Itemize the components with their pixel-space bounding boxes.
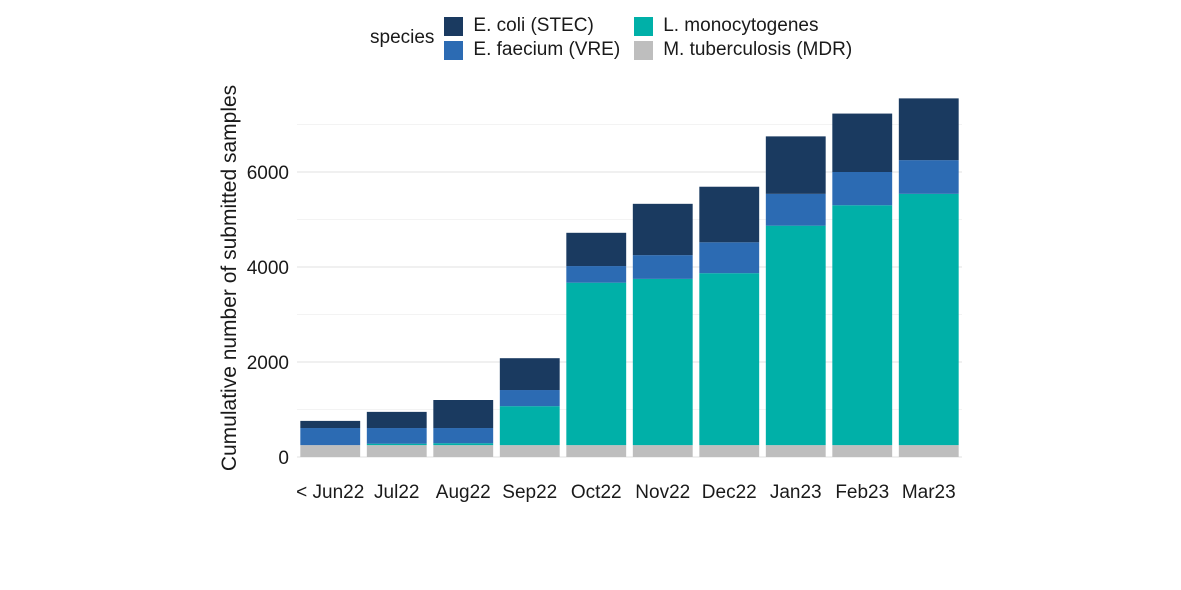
bar-segment-l-monocytogenes	[765, 225, 826, 446]
legend-swatch-mtb	[634, 40, 654, 60]
x-tick-label: Mar23	[902, 482, 956, 503]
x-tick-label: Feb23	[835, 482, 889, 503]
bar-segment-e-faecium-vre	[499, 390, 560, 407]
bar-segment-e-faecium-vre	[566, 266, 627, 283]
bar-segment-m-tuberculosis-mdr	[366, 445, 427, 457]
bar-segment-e-faecium-vre	[366, 428, 427, 444]
bars	[300, 98, 959, 457]
legend-item-efaecium: E. faecium (VRE)	[444, 38, 620, 62]
bar-segment-e-coli-stec	[366, 411, 427, 429]
bar-segment-m-tuberculosis-mdr	[632, 445, 693, 457]
y-tick-label: 4000	[247, 258, 289, 279]
x-tick-label: Oct22	[571, 482, 622, 503]
bar-segment-e-faecium-vre	[832, 172, 893, 206]
bar-segment-l-monocytogenes	[632, 278, 693, 446]
bar-segment-e-coli-stec	[898, 98, 959, 161]
bar-segment-m-tuberculosis-mdr	[699, 445, 760, 457]
bar-segment-m-tuberculosis-mdr	[433, 445, 494, 457]
y-tick-label: 2000	[247, 353, 289, 374]
bar-segment-e-coli-stec	[566, 232, 627, 267]
legend-item-lmono: L. monocytogenes	[634, 14, 852, 38]
y-tick-label: 0	[278, 448, 289, 469]
x-tick-label: Jul22	[374, 482, 419, 503]
x-axis-ticks: < Jun22 Jul22 Aug22 Sep22 Oct22 Nov22 Dec22 Jan…	[296, 482, 956, 503]
bar-segment-l-monocytogenes	[499, 406, 560, 446]
bar-segment-e-coli-stec	[433, 400, 494, 429]
legend-label-efaecium: E. faecium (VRE)	[473, 39, 621, 60]
legend-label-ecoli: E. coli (STEC)	[473, 15, 594, 36]
bar-segment-m-tuberculosis-mdr	[765, 445, 826, 457]
bar-segment-e-coli-stec	[699, 186, 760, 243]
bar-segment-l-monocytogenes	[433, 443, 494, 446]
legend-label-lmono: L. monocytogenes	[663, 15, 819, 36]
x-tick-label: Jan23	[770, 482, 822, 503]
bar-segment-l-monocytogenes	[898, 193, 959, 446]
legend-item-ecoli: E. coli (STEC)	[444, 14, 620, 38]
bar-segment-m-tuberculosis-mdr	[499, 445, 560, 457]
bar-segment-e-coli-stec	[499, 358, 560, 391]
bar-segment-l-monocytogenes	[566, 282, 627, 446]
bar-segment-e-faecium-vre	[765, 193, 826, 226]
legend-swatch-efaecium	[444, 40, 464, 60]
bar-segment-e-faecium-vre	[699, 242, 760, 274]
y-axis-title: Cumulative number of submitted samples	[218, 85, 241, 471]
bar-segment-m-tuberculosis-mdr	[898, 445, 959, 457]
legend-entries: E. coli (STEC) E. faecium (VRE) L. monoc…	[444, 14, 852, 62]
bar-segment-e-coli-stec	[765, 136, 826, 194]
bar-segment-e-faecium-vre	[898, 160, 959, 194]
bar-segment-e-coli-stec	[300, 420, 361, 429]
legend-item-mtb: M. tuberculosis (MDR)	[634, 38, 852, 62]
legend-swatch-ecoli	[444, 16, 464, 36]
bar-segment-m-tuberculosis-mdr	[566, 445, 627, 457]
bar-segment-e-faecium-vre	[300, 428, 361, 446]
x-tick-label: < Jun22	[296, 482, 364, 503]
bar-segment-l-monocytogenes	[366, 443, 427, 446]
bar-segment-m-tuberculosis-mdr	[832, 445, 893, 457]
y-axis-ticks: 0 2000 4000 6000	[247, 163, 289, 469]
bar-segment-m-tuberculosis-mdr	[300, 445, 361, 457]
bar-segment-l-monocytogenes	[832, 205, 893, 446]
legend: species E. coli (STEC) E. faecium (VRE) …	[370, 14, 852, 62]
bar-segment-e-faecium-vre	[632, 255, 693, 279]
x-tick-label: Aug22	[436, 482, 491, 503]
y-tick-label: 6000	[247, 163, 289, 184]
x-tick-label: Sep22	[502, 482, 557, 503]
bar-segment-l-monocytogenes	[699, 273, 760, 446]
x-tick-label: Nov22	[635, 482, 690, 503]
bar-segment-e-coli-stec	[832, 113, 893, 172]
legend-label-mtb: M. tuberculosis (MDR)	[663, 39, 853, 60]
legend-title: species	[370, 27, 435, 48]
x-tick-label: Dec22	[702, 482, 757, 503]
legend-swatch-lmono	[634, 16, 654, 36]
bar-segment-e-faecium-vre	[433, 428, 494, 444]
bar-segment-e-coli-stec	[632, 203, 693, 256]
